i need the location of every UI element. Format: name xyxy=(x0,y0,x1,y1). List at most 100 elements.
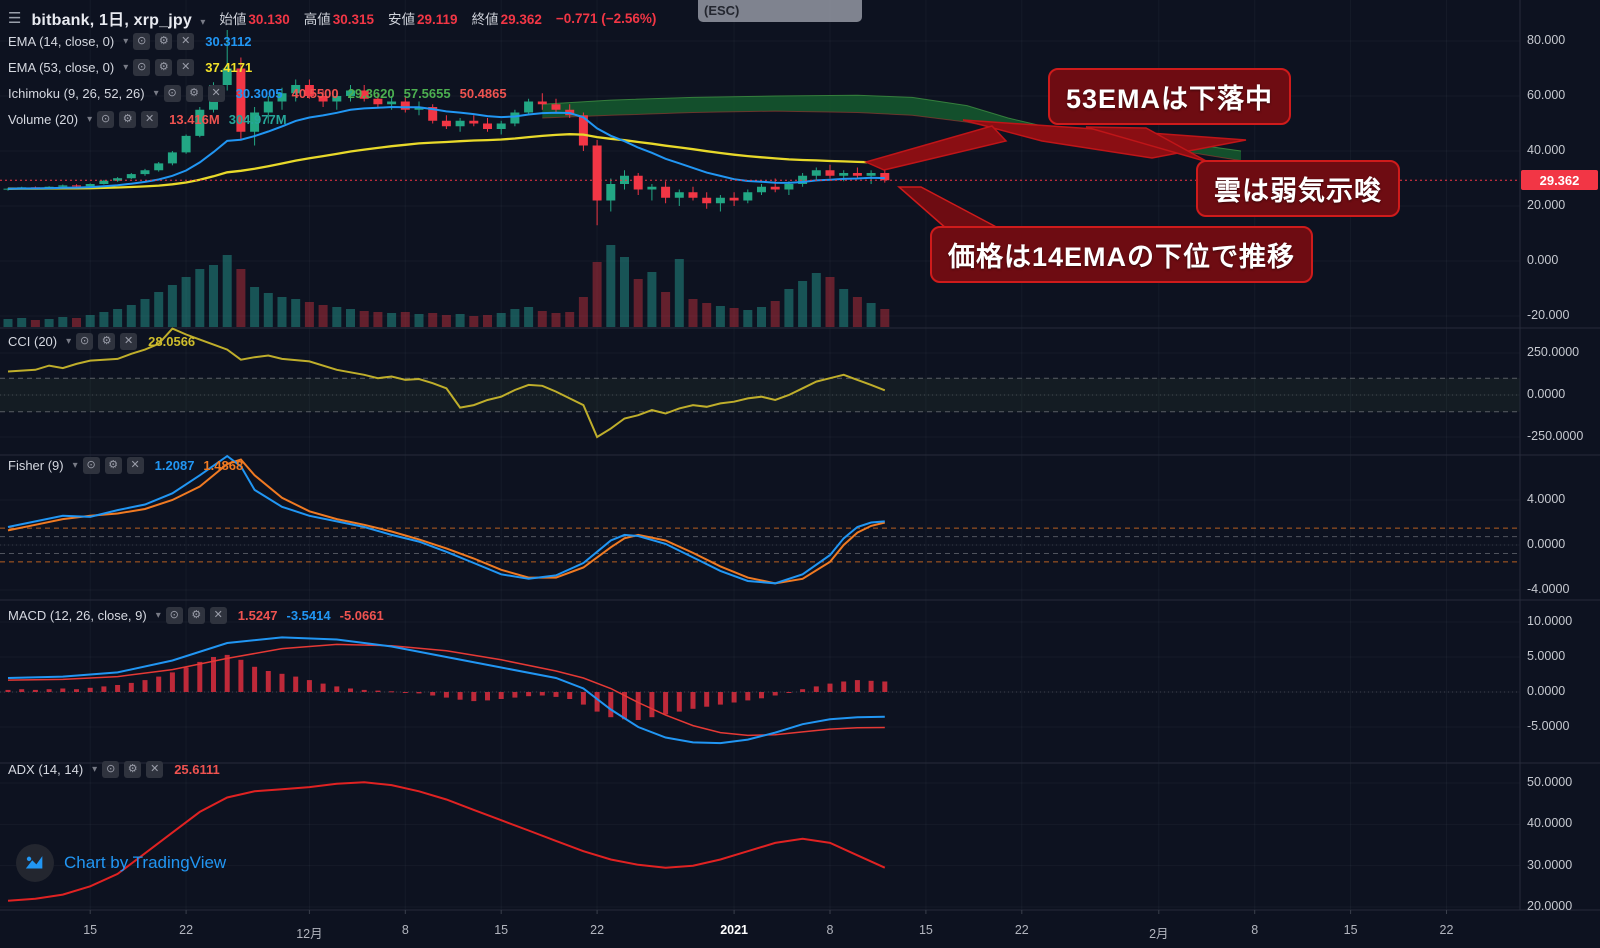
candle xyxy=(770,186,780,190)
time-axis-label[interactable]: 22 xyxy=(590,923,605,937)
y-axis-label[interactable]: 5.0000 xyxy=(1527,649,1566,663)
time-axis-label[interactable]: 8 xyxy=(1251,923,1259,937)
gear-icon[interactable]: ⚙ xyxy=(124,761,142,778)
indicator-title[interactable]: Ichimoku (9, 26, 52, 26) xyxy=(8,86,145,101)
annotation-arrow[interactable] xyxy=(1085,126,1209,163)
y-axis-label[interactable]: -5.0000 xyxy=(1527,719,1570,733)
time-axis-label[interactable]: 2月 xyxy=(1149,927,1169,941)
y-axis-label[interactable]: 30.0000 xyxy=(1527,857,1573,872)
time-axis-label[interactable]: 22 xyxy=(179,923,194,937)
time-axis-label[interactable]: 15 xyxy=(918,923,933,937)
close-icon[interactable]: ✕ xyxy=(126,457,144,474)
symbol-title[interactable]: bitbank, 1日, xrp_jpy xyxy=(31,12,192,29)
close-icon[interactable]: ✕ xyxy=(209,607,227,624)
time-axis-label[interactable]: 12月 xyxy=(296,927,323,941)
eye-icon[interactable]: ⊙ xyxy=(163,85,181,102)
time-axis-label[interactable]: 8 xyxy=(826,923,834,937)
candle xyxy=(387,101,397,105)
indicator-title[interactable]: EMA (14, close, 0) xyxy=(8,34,115,49)
gear-icon[interactable]: ⚙ xyxy=(155,33,173,50)
y-axis-label[interactable]: -250.0000 xyxy=(1527,429,1584,443)
close-icon[interactable]: ✕ xyxy=(177,33,195,50)
indicator-title[interactable]: EMA (53, close, 0) xyxy=(8,60,115,75)
y-axis-label[interactable]: 40.0000 xyxy=(1527,816,1573,831)
symbol-title-group[interactable]: bitbank, 1日, xrp_jpy ▾ xyxy=(31,6,205,30)
gear-icon[interactable]: ⚙ xyxy=(104,457,122,474)
gear-icon[interactable]: ⚙ xyxy=(119,111,137,128)
close-icon[interactable]: ✕ xyxy=(120,333,138,350)
macd-histogram-bar xyxy=(389,691,395,693)
y-axis-label[interactable]: 80.000 xyxy=(1527,33,1566,47)
volume-bar xyxy=(551,313,561,327)
chevron-down-icon[interactable]: ▾ xyxy=(123,62,129,73)
y-axis-label[interactable]: 60.000 xyxy=(1527,88,1566,102)
y-axis-label[interactable]: 20.000 xyxy=(1527,198,1566,212)
chevron-down-icon[interactable]: ▾ xyxy=(155,610,161,621)
y-axis-label[interactable]: 4.0000 xyxy=(1527,492,1566,506)
indicator-value: 13.416M xyxy=(169,112,220,127)
gear-icon[interactable]: ⚙ xyxy=(187,607,205,624)
time-axis-label[interactable]: 15 xyxy=(83,923,98,937)
eye-icon[interactable]: ⊙ xyxy=(133,33,151,50)
indicator-title[interactable]: Volume (20) xyxy=(8,112,79,127)
y-axis-label[interactable]: 0.000 xyxy=(1527,253,1559,267)
candle xyxy=(72,185,81,187)
annotation-arrow[interactable] xyxy=(863,125,1008,171)
chevron-down-icon[interactable]: ▾ xyxy=(66,336,72,347)
annotation-53ema[interactable]: 53EMAは下落中 xyxy=(1048,68,1292,125)
indicator-value: 304.977M xyxy=(228,112,287,127)
candle xyxy=(524,101,534,113)
eye-icon[interactable]: ⊙ xyxy=(133,59,151,76)
annotation-arrows[interactable] xyxy=(863,119,1247,231)
volume-bar xyxy=(565,312,575,327)
indicator-title[interactable]: MACD (12, 26, close, 9) xyxy=(8,608,147,623)
eye-icon[interactable]: ⊙ xyxy=(165,607,183,624)
chevron-down-icon[interactable]: ▾ xyxy=(72,460,78,471)
close-icon[interactable]: ✕ xyxy=(177,59,195,76)
eye-icon[interactable]: ⊙ xyxy=(76,333,94,350)
y-axis-label[interactable]: 40.000 xyxy=(1527,143,1566,157)
annotation-arrow[interactable] xyxy=(897,186,1003,231)
indicator-title[interactable]: ADX (14, 14) xyxy=(8,762,84,777)
tradingview-watermark[interactable]: Chart by TradingView xyxy=(16,844,226,882)
chevron-down-icon[interactable]: ▾ xyxy=(153,88,159,99)
gear-icon[interactable]: ⚙ xyxy=(98,333,116,350)
gear-icon[interactable]: ⚙ xyxy=(155,59,173,76)
eye-icon[interactable]: ⊙ xyxy=(97,111,115,128)
time-axis-label[interactable]: 15 xyxy=(1343,923,1358,937)
volume-bar xyxy=(633,279,643,327)
y-axis-label[interactable]: 250.0000 xyxy=(1527,345,1580,359)
annotation-price-ema[interactable]: 価格は14EMAの下位で推移 xyxy=(930,226,1314,283)
time-axis-label[interactable]: 22 xyxy=(1439,923,1454,937)
close-icon[interactable]: ✕ xyxy=(207,85,225,102)
annotation-cloud[interactable]: 雲は弱気示唆 xyxy=(1196,160,1400,217)
eye-icon[interactable]: ⊙ xyxy=(82,457,100,474)
close-icon[interactable]: ✕ xyxy=(146,761,164,778)
time-axis-label[interactable]: 22 xyxy=(1014,923,1029,937)
close-icon[interactable]: ✕ xyxy=(141,111,159,128)
y-axis-label[interactable]: 0.0000 xyxy=(1527,387,1566,401)
y-axis-label[interactable]: 50.0000 xyxy=(1527,775,1573,789)
watermark-text[interactable]: Chart by TradingView xyxy=(64,853,227,872)
chevron-down-icon[interactable]: ▾ xyxy=(92,764,98,775)
macd-histogram-bar xyxy=(772,692,778,696)
gear-icon[interactable]: ⚙ xyxy=(185,85,203,102)
y-axis-label[interactable]: 0.0000 xyxy=(1527,537,1566,551)
time-axis-label[interactable]: 2021 xyxy=(720,923,748,937)
chevron-down-icon[interactable]: ▾ xyxy=(87,114,93,125)
y-axis-label[interactable]: 0.0000 xyxy=(1527,684,1566,698)
menu-icon[interactable]: ☰ xyxy=(8,10,22,27)
indicator-title[interactable]: Fisher (9) xyxy=(8,458,64,473)
chevron-down-icon[interactable]: ▾ xyxy=(123,36,129,47)
macd-histogram-bar xyxy=(800,689,806,692)
y-axis-label[interactable]: -4.0000 xyxy=(1527,582,1570,596)
y-axis-label[interactable]: 20.0000 xyxy=(1527,899,1573,913)
time-axis-label[interactable]: 15 xyxy=(494,923,509,937)
y-axis-label[interactable]: 10.0000 xyxy=(1527,614,1573,628)
esc-tooltip: (ESC) xyxy=(698,0,862,22)
time-axis-label[interactable]: 8 xyxy=(401,923,409,937)
eye-icon[interactable]: ⊙ xyxy=(102,761,120,778)
y-axis-label[interactable]: -20.000 xyxy=(1527,308,1570,322)
indicator-title[interactable]: CCI (20) xyxy=(8,334,58,349)
